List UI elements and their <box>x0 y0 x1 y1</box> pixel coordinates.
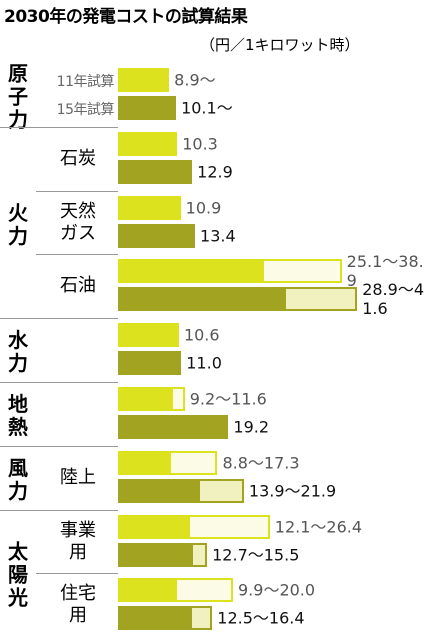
bar <box>118 415 229 439</box>
bar <box>118 387 171 411</box>
range-bar <box>189 606 213 631</box>
bar <box>118 96 177 120</box>
range-bar <box>262 259 342 284</box>
value-label: 12.9 <box>197 162 233 182</box>
row-separator <box>0 382 118 383</box>
value-label: 9.2〜11.6 <box>189 389 267 409</box>
value-label: 12.1〜26.4 <box>274 517 363 537</box>
value-label: 8.8〜17.3 <box>222 453 300 473</box>
value-label: 28.9〜41.6 <box>362 280 424 319</box>
row-separator <box>0 126 118 128</box>
range-bar <box>170 387 185 411</box>
row-separator <box>36 190 118 192</box>
chart-subtitle: （円／1キロワット時） <box>200 36 360 54</box>
category-label: 事業用 <box>60 519 96 563</box>
category-label: 石油 <box>60 275 96 297</box>
bar <box>118 514 188 539</box>
range-bar <box>284 287 358 312</box>
category-label: 石炭 <box>60 147 96 169</box>
group-label: 原子力 <box>8 61 28 132</box>
value-label: 19.2 <box>233 417 270 437</box>
value-label: 10.3 <box>182 134 218 154</box>
bar <box>118 478 198 503</box>
bar <box>118 68 170 92</box>
value-label: 13.9〜21.9 <box>248 481 337 501</box>
chart-title: 2030年の発電コストの試算結果 <box>4 7 248 27</box>
group-label: 太陽光 <box>8 539 28 610</box>
bar <box>118 450 169 475</box>
series-label: 11年試算 <box>56 74 115 90</box>
row-separator <box>0 318 118 320</box>
value-label: 10.6 <box>183 325 220 345</box>
value-label: 9.9〜20.0 <box>238 580 316 600</box>
series-label: 15年試算 <box>56 102 115 118</box>
value-label: 13.4 <box>200 226 236 246</box>
value-label: 12.5〜16.4 <box>217 608 305 628</box>
group-label: 風力 <box>8 455 28 503</box>
value-label: 12.7〜15.5 <box>212 545 300 565</box>
value-label: 25.1〜38.9 <box>346 252 424 291</box>
bar <box>118 131 178 156</box>
value-label: 10.9 <box>185 198 222 218</box>
bar <box>118 542 192 567</box>
bar <box>118 259 263 284</box>
row-separator <box>36 573 118 575</box>
group-label: 火力 <box>8 200 28 248</box>
row-separator <box>0 509 118 511</box>
range-bar <box>174 578 233 603</box>
category-label: 天然ガス <box>60 200 96 244</box>
range-bar <box>168 450 218 475</box>
range-bar <box>197 478 244 503</box>
value-label: 10.1〜 <box>181 98 233 118</box>
bar <box>118 606 190 631</box>
category-label: 陸上 <box>60 466 96 488</box>
value-label: 8.9〜 <box>174 70 216 90</box>
row-separator <box>0 445 118 447</box>
category-label: 住宅用 <box>60 583 96 627</box>
group-label: 水力 <box>8 328 28 376</box>
bar <box>118 323 179 348</box>
bar <box>118 159 193 184</box>
bar <box>118 195 181 220</box>
range-bar <box>191 542 208 567</box>
range-bar <box>187 514 270 539</box>
bar <box>118 351 182 376</box>
row-separator <box>36 254 118 256</box>
group-label: 地熱 <box>8 391 28 439</box>
bar <box>118 223 196 248</box>
value-label: 11.0 <box>186 353 222 373</box>
bar <box>118 287 285 312</box>
bar <box>118 578 175 603</box>
